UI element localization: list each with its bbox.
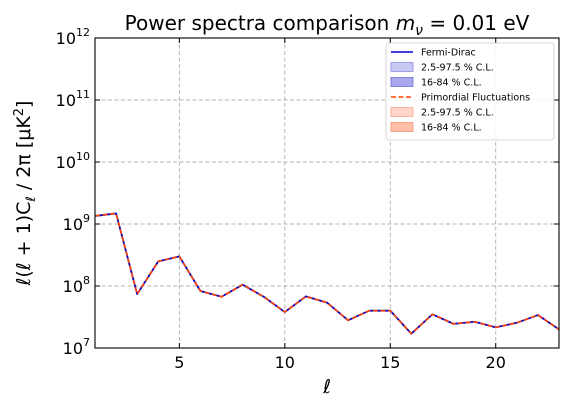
legend-label: Primordial Fluctuations — [421, 93, 530, 104]
legend-label: Fermi-Dirac — [421, 48, 476, 59]
y-tick-label: 109 — [63, 212, 90, 234]
x-axis-label: ℓ — [322, 376, 331, 398]
y-axis-label: ℓ(ℓ + 1)Cℓ / 2π [μK2] — [12, 101, 39, 287]
x-tick-label: 10 — [275, 353, 295, 372]
series-line-primordial-fluctuations — [94, 212, 560, 335]
legend-patch-swatch — [390, 62, 414, 72]
legend: Fermi-Dirac 2.5-97.5 % C.L. 16-84 % C.L. Pr… — [385, 42, 555, 141]
legend-patch-swatch — [390, 107, 414, 117]
series-layer — [94, 212, 560, 335]
y-tick-label: 1011 — [56, 88, 90, 110]
legend-label: 2.5-97.5 % C.L. — [421, 108, 494, 119]
y-tick-label: 108 — [63, 274, 90, 296]
legend-label: 2.5-97.5 % C.L. — [421, 63, 494, 74]
x-tick-label: 5 — [174, 353, 184, 372]
y-tick-label: 107 — [63, 336, 90, 358]
y-tick-label: 1010 — [56, 150, 90, 172]
x-tick-label: 20 — [486, 353, 506, 372]
series-line-fermi-dirac — [94, 212, 560, 335]
chart-title: Power spectra comparison mν = 0.01 eV — [125, 11, 530, 39]
axis-ticks: 5 10 15 20 107 108 109 1010 1011 1012 — [56, 26, 559, 372]
legend-patch-swatch — [390, 77, 414, 87]
legend-label: 16-84 % C.L. — [421, 78, 482, 89]
y-tick-label: 1012 — [56, 26, 90, 48]
x-tick-label: 15 — [380, 353, 400, 372]
plot-frame — [94, 37, 560, 349]
legend-label: 16-84 % C.L. — [421, 123, 482, 134]
legend-patch-swatch — [390, 122, 414, 132]
legend-box — [385, 42, 555, 141]
